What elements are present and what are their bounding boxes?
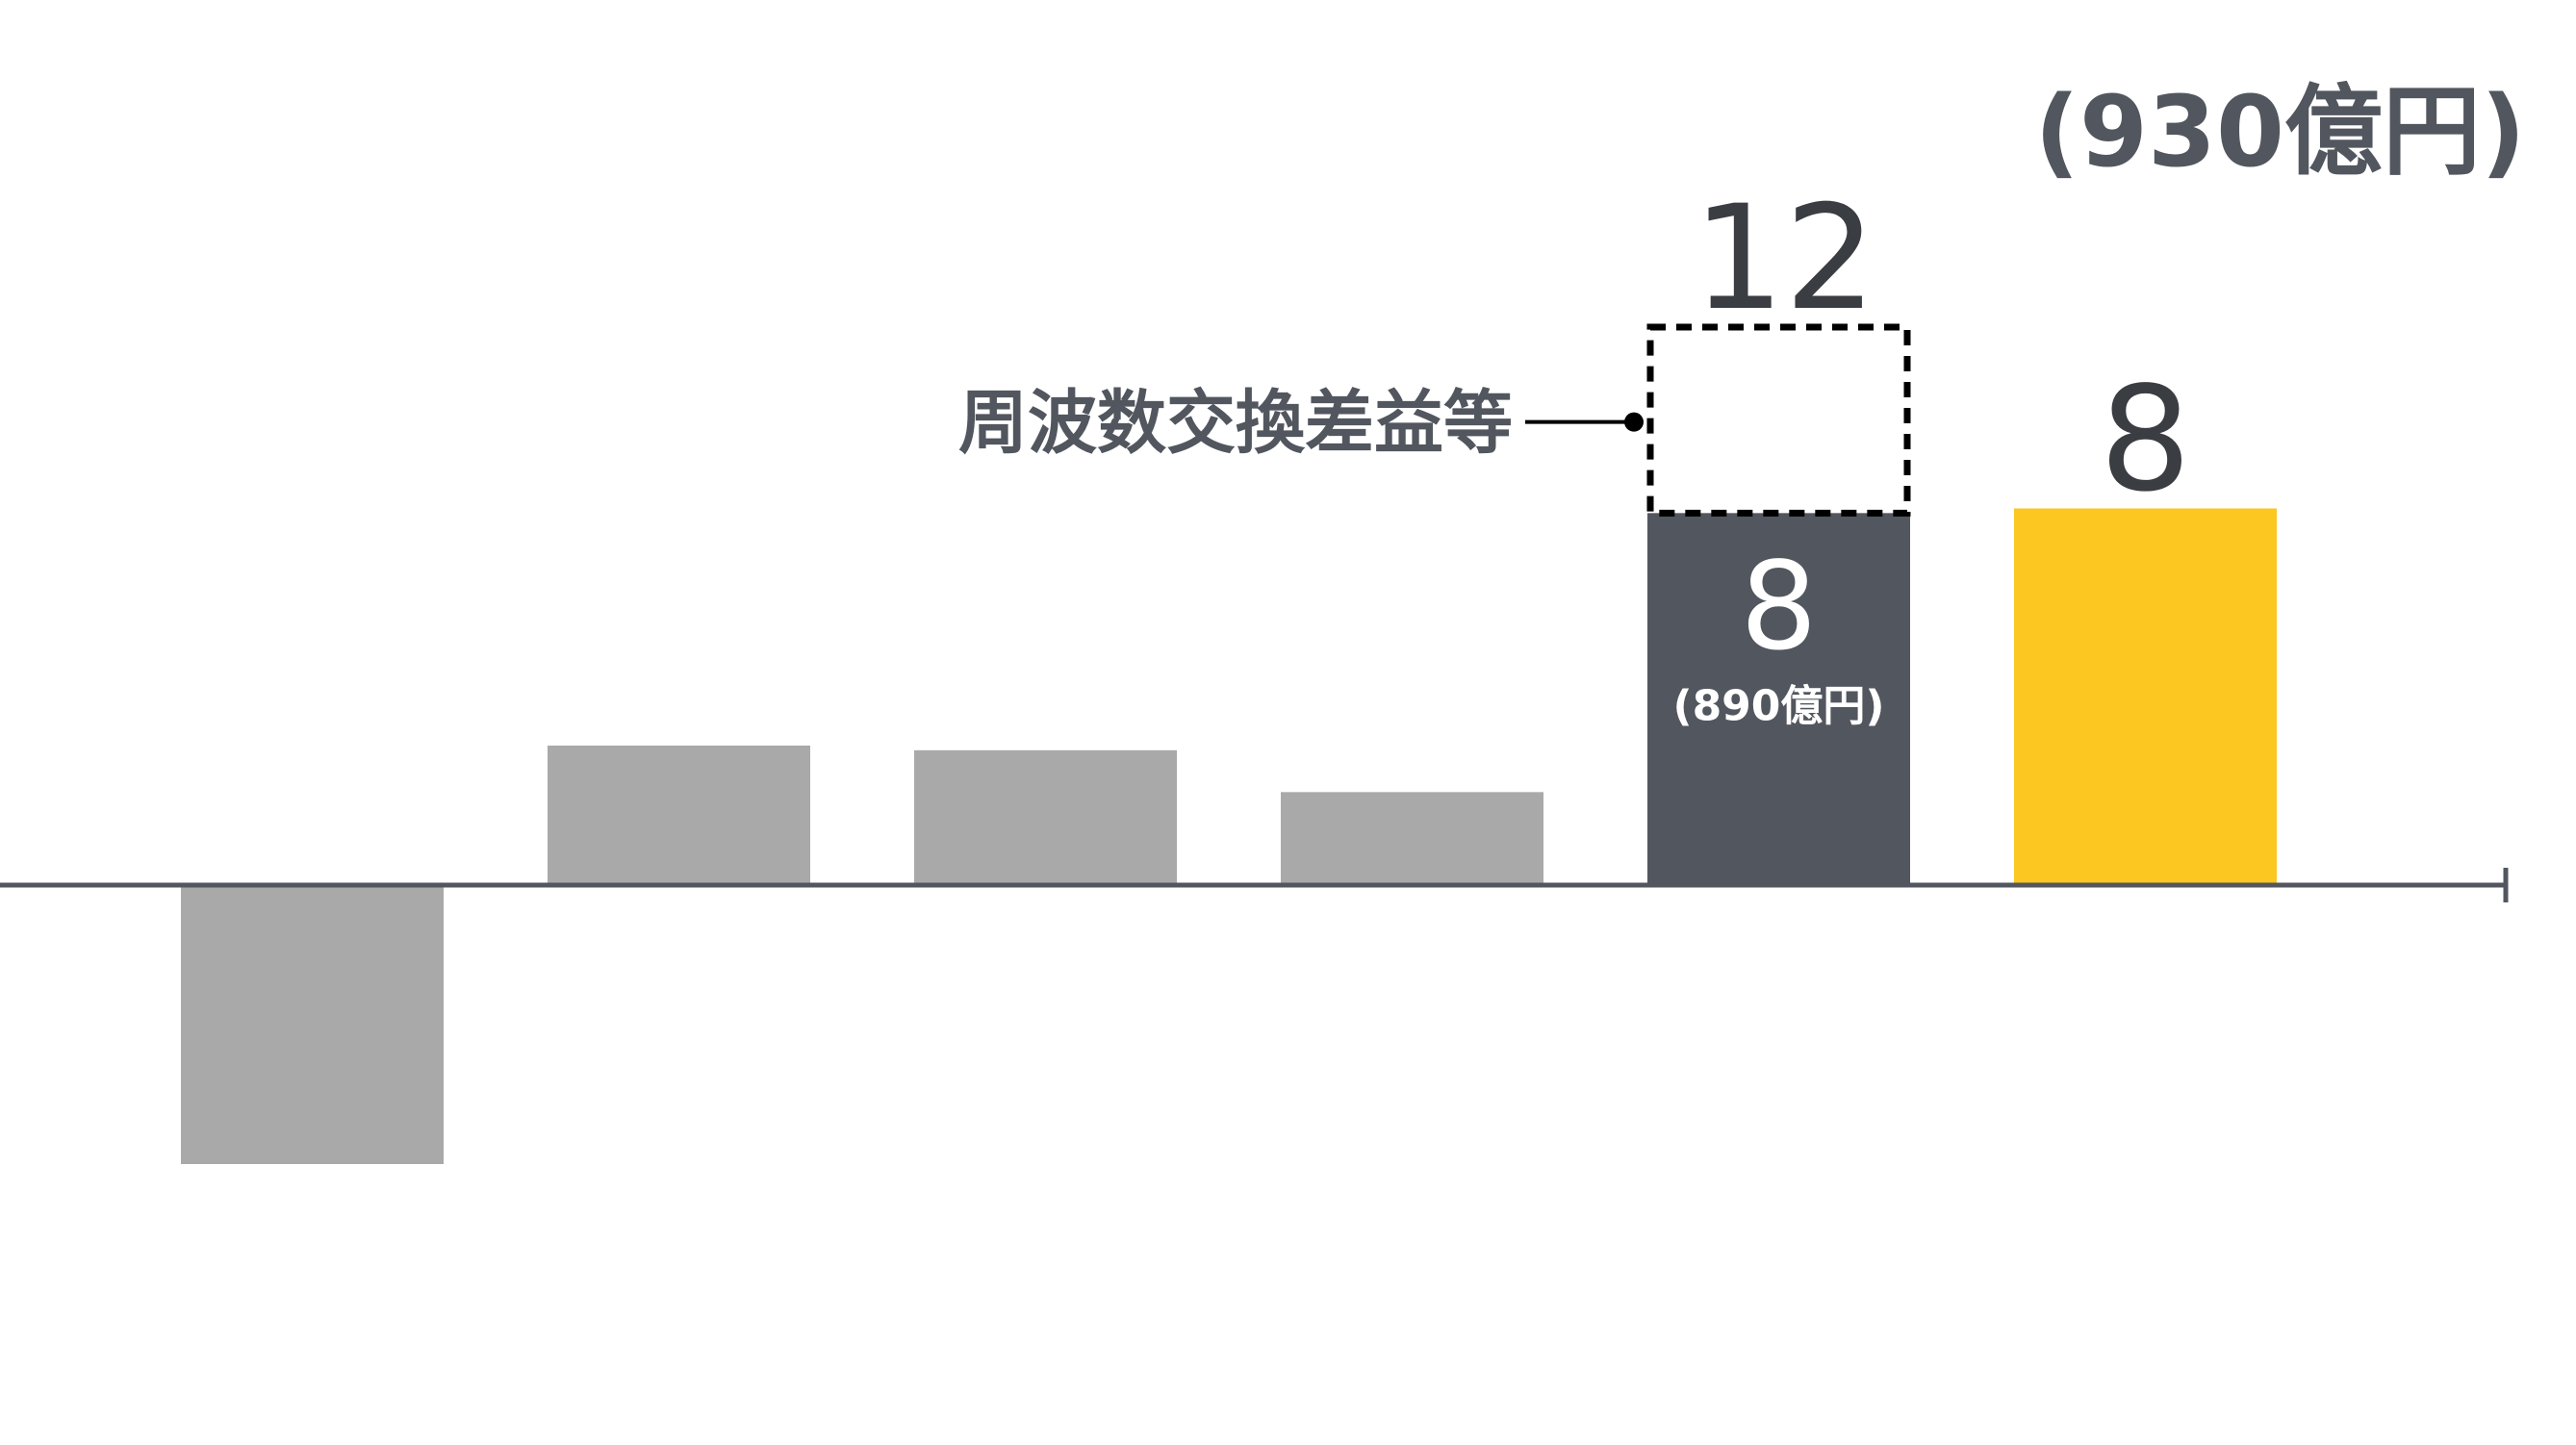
bar6-sub-label: (930億円) <box>2034 75 2525 190</box>
callout-dot <box>1624 412 1644 432</box>
bar-6 <box>2014 508 2277 885</box>
callout-label: 周波数交換差益等 <box>958 383 1513 464</box>
extension-total-label: 12 <box>1693 175 1876 342</box>
bar-3 <box>914 749 1177 885</box>
bar6-value-label: 8 <box>2100 357 2191 524</box>
bar-5 <box>1647 513 1910 885</box>
dashed-extension-box <box>1646 323 1911 517</box>
bar-4 <box>1281 792 1543 885</box>
bar-2 <box>548 746 810 885</box>
bar5-sub-label: (890億円) <box>1672 681 1884 730</box>
bar5-value-label: 8 <box>1740 535 1817 676</box>
bars-layer <box>181 508 2277 1164</box>
bar-1 <box>181 885 444 1164</box>
